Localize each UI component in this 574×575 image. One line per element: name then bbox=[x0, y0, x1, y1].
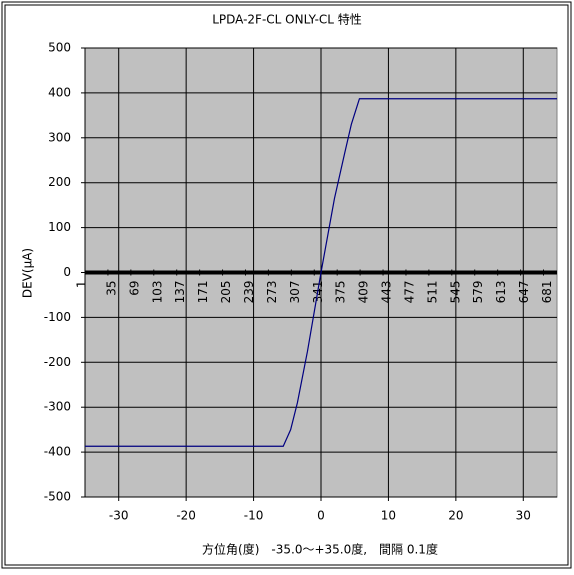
index-tick-label: 545 bbox=[448, 281, 462, 304]
y-tick-label: -300 bbox=[44, 400, 71, 414]
index-tick-label: 239 bbox=[242, 281, 256, 304]
x-tick-label: -10 bbox=[244, 509, 264, 523]
index-tick-label: 613 bbox=[494, 280, 508, 303]
y-tick-label: 400 bbox=[48, 85, 71, 99]
y-tick-label: 300 bbox=[48, 130, 71, 144]
index-tick-label: 273 bbox=[265, 281, 279, 304]
x-tick-label: 30 bbox=[516, 509, 531, 523]
index-tick-label: 137 bbox=[173, 281, 187, 304]
index-tick-label: 681 bbox=[540, 281, 554, 304]
y-tick-label: -200 bbox=[44, 355, 71, 369]
index-tick-label: 35 bbox=[104, 281, 118, 296]
index-tick-label: 375 bbox=[334, 281, 348, 304]
y-tick-label: 200 bbox=[48, 175, 71, 189]
y-tick-label: 500 bbox=[48, 41, 71, 55]
index-tick-label: 307 bbox=[288, 281, 302, 304]
x-tick-label: -30 bbox=[109, 509, 129, 523]
y-tick-label: -100 bbox=[44, 310, 71, 324]
index-tick-label: 443 bbox=[380, 281, 394, 304]
index-tick-label: 477 bbox=[402, 281, 416, 304]
y-axis-title: DEV(μA) bbox=[21, 248, 35, 298]
x-tick-label: 10 bbox=[381, 509, 396, 523]
index-tick-label: 69 bbox=[127, 281, 141, 296]
x-tick-label: 0 bbox=[317, 509, 325, 523]
index-tick-label: 205 bbox=[219, 281, 233, 304]
index-tick-label: 409 bbox=[357, 281, 371, 304]
index-tick-label: 511 bbox=[425, 281, 439, 304]
index-tick-label: 647 bbox=[517, 281, 531, 304]
x-tick-label: -20 bbox=[176, 509, 196, 523]
x-tick-label: 20 bbox=[448, 509, 463, 523]
index-tick-label: 171 bbox=[196, 281, 210, 304]
y-tick-label: -500 bbox=[44, 490, 71, 504]
index-tick-label: 103 bbox=[150, 281, 164, 304]
data-line bbox=[85, 98, 557, 447]
y-tick-label: 0 bbox=[63, 265, 71, 279]
x-axis-title: 方位角(度) -35.0～+35.0度, 間隔 0.1度 bbox=[202, 542, 438, 557]
index-tick-label: 1 bbox=[75, 281, 89, 289]
y-tick-label: -400 bbox=[44, 445, 71, 459]
chart-title: LPDA-2F-CL ONLY-CL 特性 bbox=[212, 12, 362, 27]
y-tick-label: 100 bbox=[48, 220, 71, 234]
inner-frame bbox=[4, 4, 569, 566]
index-tick-label: 579 bbox=[471, 281, 485, 304]
